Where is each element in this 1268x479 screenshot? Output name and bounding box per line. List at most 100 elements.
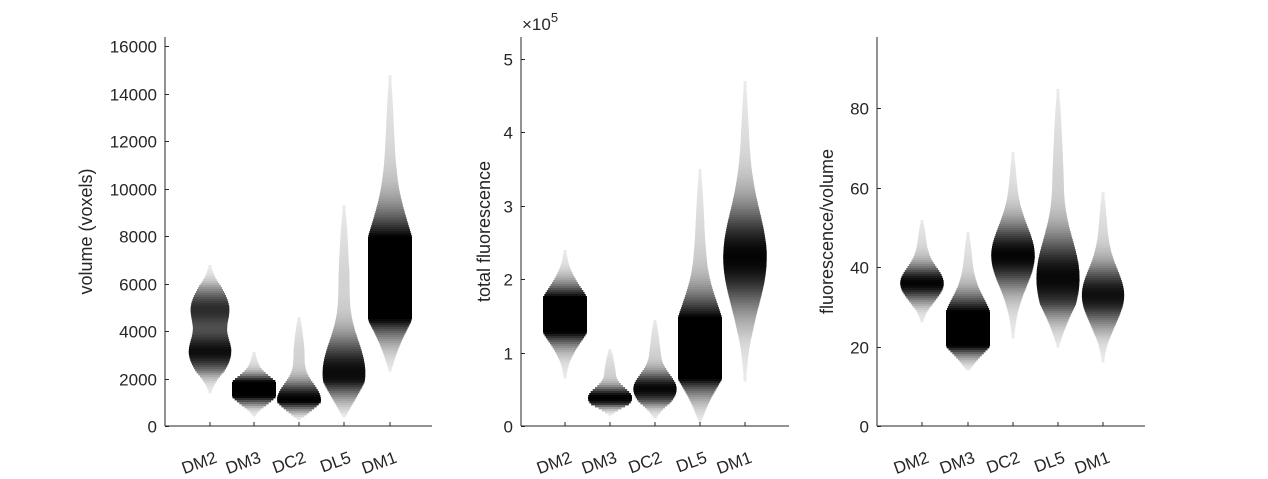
violin-slice bbox=[740, 349, 749, 352]
violin-slice bbox=[290, 373, 308, 376]
violin-slice bbox=[653, 324, 658, 327]
violin-slice bbox=[368, 241, 412, 244]
violin-slice bbox=[726, 287, 764, 290]
violin-slice bbox=[375, 333, 405, 336]
violin-slice bbox=[1045, 315, 1071, 318]
violin-slice bbox=[1055, 341, 1061, 344]
violin-slice bbox=[1055, 107, 1061, 110]
violin-slice bbox=[1042, 307, 1074, 310]
violin-slice bbox=[729, 215, 761, 218]
violin-slice bbox=[387, 99, 393, 102]
violin-slice bbox=[1008, 312, 1018, 315]
violin-slice bbox=[1056, 97, 1060, 100]
violin-slice bbox=[589, 393, 631, 396]
violin-slice bbox=[341, 223, 347, 226]
violin-slice bbox=[692, 267, 708, 270]
violin-slice bbox=[634, 394, 676, 397]
violin-slice bbox=[732, 311, 758, 314]
violin-slice bbox=[557, 354, 573, 357]
violin-slice bbox=[338, 273, 350, 276]
violin-slice bbox=[916, 248, 928, 251]
violin-dm3 bbox=[588, 349, 632, 416]
violin-slice bbox=[1056, 93, 1060, 96]
violin-slice bbox=[641, 372, 669, 375]
violin-slice bbox=[961, 274, 975, 277]
violin-dm2 bbox=[543, 250, 587, 379]
violin-slice bbox=[1050, 325, 1066, 328]
violin-slice bbox=[249, 362, 259, 365]
violin-slice bbox=[342, 415, 346, 418]
violin-slice bbox=[999, 224, 1027, 227]
violin-slice bbox=[734, 319, 756, 322]
violin-slice bbox=[740, 139, 750, 142]
violin-slice bbox=[1037, 287, 1079, 290]
violin-slice bbox=[1098, 226, 1108, 229]
violin-slice bbox=[697, 187, 703, 190]
violin-slice bbox=[920, 220, 924, 223]
violin-slice bbox=[739, 341, 751, 344]
violin-slice bbox=[193, 297, 227, 300]
y-tick-label: 2000 bbox=[119, 371, 157, 390]
x-tick-label-dm1: DM1 bbox=[359, 448, 399, 478]
violin-slice bbox=[189, 347, 232, 350]
violin-slice bbox=[901, 276, 943, 279]
violin-slice bbox=[373, 219, 407, 222]
violin-slice bbox=[338, 291, 350, 294]
violin-slice bbox=[1089, 320, 1117, 323]
violin-slice bbox=[195, 369, 225, 372]
violin-slice bbox=[588, 397, 632, 400]
violin-slice bbox=[1049, 215, 1067, 218]
violin-slice bbox=[368, 273, 412, 276]
violin-slice bbox=[1101, 358, 1105, 361]
violin-slice bbox=[736, 179, 754, 182]
violin-slice bbox=[742, 101, 748, 104]
violin-slice bbox=[388, 369, 392, 372]
violin-slice bbox=[915, 252, 929, 255]
violin-slice bbox=[683, 387, 717, 390]
violin-slice bbox=[602, 379, 618, 382]
violin-slice bbox=[920, 224, 924, 227]
violin-slice bbox=[1082, 298, 1124, 301]
violin-slice bbox=[960, 278, 976, 281]
y-tick-label: 14000 bbox=[110, 86, 157, 105]
violin-slice bbox=[388, 367, 392, 370]
violin-slice bbox=[725, 281, 765, 284]
violin-slice bbox=[1056, 101, 1060, 104]
violin-slice bbox=[906, 296, 938, 299]
violin-slice bbox=[232, 384, 276, 387]
violin-slice bbox=[1099, 212, 1107, 215]
violin-slice bbox=[695, 411, 705, 414]
violin-slice bbox=[1054, 137, 1063, 140]
violin-slice bbox=[553, 348, 577, 351]
violin-slice bbox=[731, 205, 759, 208]
violin-slice bbox=[1093, 330, 1113, 333]
violin-slice bbox=[651, 336, 659, 339]
violin-slice bbox=[902, 290, 942, 293]
violin-slice bbox=[946, 326, 990, 329]
violin-slice bbox=[281, 387, 317, 390]
violin-slice bbox=[1053, 151, 1063, 154]
violin-slice bbox=[1010, 170, 1016, 173]
violin-slice bbox=[1099, 346, 1107, 349]
violin-slice bbox=[294, 341, 304, 344]
violin-slice bbox=[388, 83, 392, 86]
violin-slice bbox=[1009, 180, 1017, 183]
violin-slice bbox=[639, 374, 671, 377]
violin-slice bbox=[649, 348, 661, 351]
violin-slice bbox=[727, 223, 763, 226]
violin-slice bbox=[738, 335, 752, 338]
violin-slice bbox=[694, 409, 706, 412]
violin-slice bbox=[965, 244, 971, 247]
violin-slice bbox=[919, 316, 925, 319]
violin-slice bbox=[339, 261, 349, 264]
violin-slice bbox=[605, 365, 615, 368]
violin-slice bbox=[1082, 286, 1124, 289]
violin-slice bbox=[638, 376, 672, 379]
violin-slice bbox=[697, 185, 703, 188]
violin-slice bbox=[992, 242, 1034, 245]
violin-slice bbox=[678, 365, 722, 368]
violin-slice bbox=[340, 243, 348, 246]
violin-slice bbox=[368, 297, 412, 300]
violin-slice bbox=[914, 254, 930, 257]
violin-slice bbox=[384, 159, 396, 162]
